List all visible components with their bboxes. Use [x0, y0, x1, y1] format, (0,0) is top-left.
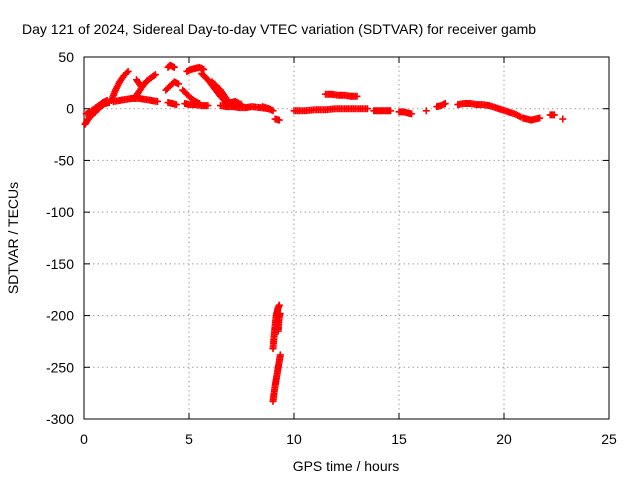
- x-tick-label: 15: [391, 431, 407, 447]
- data-point: [441, 100, 449, 108]
- data-point: [123, 69, 131, 77]
- data-point: [559, 115, 567, 123]
- data-point: [269, 107, 277, 115]
- x-tick-label: 0: [80, 431, 88, 447]
- y-axis-label: SDTVAR / TECUs: [5, 182, 21, 294]
- data-point: [170, 63, 178, 71]
- data-point: [238, 101, 245, 109]
- x-tick-label: 5: [185, 431, 193, 447]
- y-tick-label: 50: [58, 49, 74, 65]
- data-point: [204, 102, 212, 110]
- grid-lines: [84, 57, 609, 419]
- data-point: [150, 72, 158, 80]
- data-point: [275, 301, 283, 309]
- y-tick-label: -250: [46, 359, 74, 375]
- x-tick-label: 25: [601, 431, 617, 447]
- y-tick-label: -100: [46, 204, 74, 220]
- data-point: [550, 111, 558, 119]
- data-point: [276, 310, 284, 318]
- data-points: [81, 61, 567, 405]
- data-point: [154, 97, 161, 105]
- x-tick-label: 10: [286, 431, 302, 447]
- data-point: [175, 80, 182, 88]
- data-point: [422, 107, 430, 115]
- data-point: [353, 92, 361, 100]
- data-point: [172, 101, 180, 109]
- data-point: [275, 116, 283, 124]
- data-point: [408, 110, 416, 118]
- data-point: [151, 71, 159, 79]
- data-point: [276, 351, 284, 359]
- data-point: [137, 82, 145, 90]
- axis-ticks: 0 5 10 15 20 25 50 0 -50 -100 -150 -200 -250 -300: [46, 49, 617, 447]
- data-point: [124, 67, 132, 75]
- chart-title: Day 121 of 2024, Sidereal Day-to-day VTE…: [22, 21, 536, 37]
- y-tick-label: -150: [46, 256, 74, 272]
- y-tick-label: -300: [46, 411, 74, 427]
- data-point: [536, 114, 544, 122]
- data-point: [364, 105, 371, 113]
- y-tick-label: -50: [54, 152, 74, 168]
- plot-frame: [83, 56, 610, 420]
- y-tick-label: 0: [66, 101, 74, 117]
- x-tick-label: 20: [496, 431, 512, 447]
- data-point: [200, 65, 208, 73]
- x-axis-label: GPS time / hours: [293, 458, 400, 474]
- y-tick-label: -200: [46, 308, 74, 324]
- data-point: [387, 107, 395, 115]
